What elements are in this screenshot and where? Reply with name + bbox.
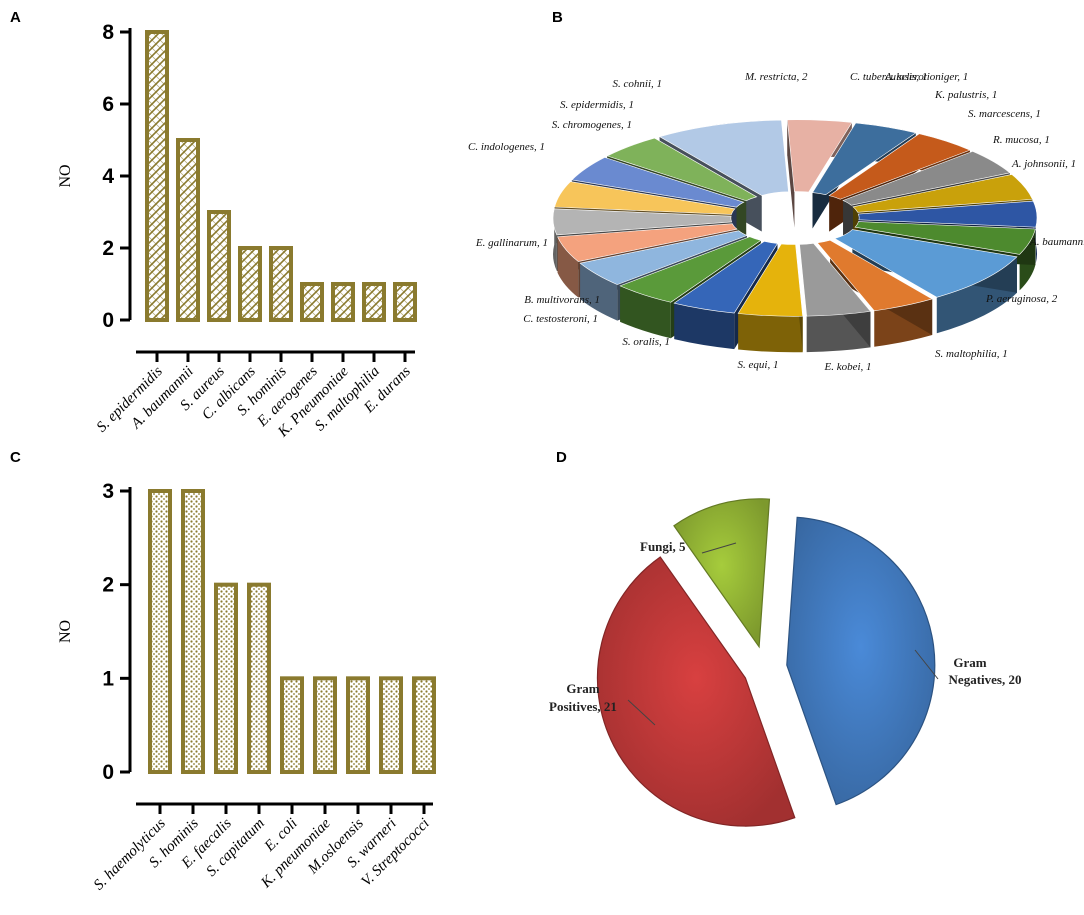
- bar-5: [280, 676, 304, 774]
- pie-slice-15: [557, 223, 738, 262]
- bar-7: [331, 282, 355, 322]
- y-axis-title: NO: [57, 164, 74, 187]
- panel-label-a: A: [10, 9, 21, 26]
- y-tick-label: 2: [102, 237, 114, 260]
- leader-line: [701, 542, 737, 554]
- bar-9: [393, 282, 417, 322]
- y-tick-label: 3: [102, 480, 114, 503]
- y-tick-label: 4: [102, 165, 114, 188]
- pie-chart-d: Fungi, 5 Gram Negatives, 20 Gram Positives, …: [549, 498, 1022, 827]
- pie-slice-7: [854, 221, 1036, 255]
- pie-label-13: C. testosteroni, 1: [523, 313, 598, 325]
- leader-line: [914, 649, 939, 680]
- pie-slice-4: [842, 151, 1011, 206]
- pie-slice-side-13: [620, 285, 671, 339]
- pie-label-16: C. indologenes, 1: [468, 141, 545, 153]
- pie-slice-wall-1: [787, 119, 795, 228]
- panel-label-c: C: [10, 449, 21, 466]
- pie-slice-14: [579, 230, 748, 285]
- bar-2: [176, 138, 200, 322]
- pie-label-8: P. aeruginosa, 2: [985, 293, 1058, 305]
- panel-label-d: D: [556, 449, 567, 466]
- bar-5: [269, 246, 293, 322]
- pie-label-15: E. gallinarum, 1: [475, 237, 548, 249]
- pie-slice-11: [737, 243, 804, 317]
- bar-8: [379, 676, 403, 774]
- bar-8: [362, 282, 386, 322]
- leader-line: [627, 699, 656, 726]
- pie-label-4: S. marcescens, 1: [968, 108, 1041, 120]
- y-tick-label: 8: [102, 21, 114, 44]
- pie-slice-gram-negatives: [786, 516, 936, 806]
- pie-slice-side-12: [674, 303, 735, 350]
- pie-slice-12: [673, 240, 779, 314]
- pie-label-10: E. kobei, 1: [823, 361, 871, 373]
- pie-label-5: R. mucosa, 1: [992, 134, 1050, 146]
- label-gram-negatives-line2: Negatives, 20: [949, 672, 1022, 687]
- bar-4: [247, 582, 271, 775]
- pie-label-14: B. multivorans, 1: [524, 294, 600, 306]
- pie-slice-side-11: [738, 313, 803, 353]
- bar-9: [412, 676, 436, 774]
- bar-3: [207, 210, 231, 322]
- pie-slice-20: [658, 119, 789, 196]
- y-tick-label: 0: [102, 761, 114, 784]
- pie-slice-13: [619, 236, 762, 303]
- pie-slice-1: [786, 119, 853, 193]
- pie-label-3: K. palustris, 1: [934, 89, 997, 101]
- pie-slice-19: [606, 137, 758, 202]
- bar-1: [145, 30, 169, 322]
- y-tick-label: 1: [102, 667, 114, 690]
- pie-label-18: S. epidermidis, 1: [560, 99, 634, 111]
- bar-1: [148, 489, 172, 774]
- pie-slice-8: [833, 229, 1018, 298]
- y-axis-title: NO: [57, 620, 74, 643]
- y-tick-label: 0: [102, 309, 114, 332]
- bar-4: [238, 246, 262, 322]
- bar-3: [214, 582, 238, 775]
- y-tick-label: 6: [102, 93, 114, 116]
- pie-slice-3: [828, 133, 971, 200]
- pie-label-17: S. chromogenes, 1: [552, 119, 632, 131]
- pie-slice-side-14: [580, 263, 618, 321]
- label-gram-positives-line2: Positives, 21: [549, 699, 617, 714]
- pie-slice-gram-positives: [596, 556, 796, 827]
- pie-slice-18: [571, 157, 745, 208]
- bar-7: [346, 676, 370, 774]
- y-tick-label: 2: [102, 574, 114, 597]
- pie-label-7: A. baumannii, 1: [1029, 236, 1084, 248]
- pie-label-20: M. restricta, 2: [744, 71, 808, 83]
- pie-slice-16: [552, 208, 733, 236]
- panel-label-b: B: [552, 9, 563, 26]
- pie-label-6: A. johnsonii, 1: [1011, 158, 1076, 170]
- label-gram-positives-line1: Gram: [566, 681, 599, 696]
- bar-6: [300, 282, 324, 322]
- bar-6: [313, 676, 337, 774]
- pie-label-19: S. cohnii, 1: [613, 78, 663, 90]
- label-fungi: Fungi, 5: [640, 539, 686, 554]
- pie-label-11: S. equi, 1: [738, 359, 779, 371]
- pie-slice-fungi: [673, 498, 771, 649]
- pie-chart-b: C. tuberculosis, 1A. sclerotioniger, 1 K.…: [468, 71, 1084, 373]
- pie-slice-9: [816, 239, 933, 312]
- label-gram-negatives-line1: Gram: [953, 655, 986, 670]
- pie-label-12: S. oralis, 1: [622, 336, 670, 348]
- pie-slice-17: [554, 181, 736, 215]
- pie-slice-2: [811, 122, 917, 196]
- pie-slice-5: [852, 174, 1033, 213]
- pie-slice-side-15: [557, 236, 579, 298]
- bar-2: [181, 489, 205, 774]
- pie-slice-6: [857, 200, 1038, 228]
- pie-label-9: S. maltophilia, 1: [935, 348, 1008, 360]
- pie-slice-10: [799, 243, 872, 317]
- pie-label-1: C. tuberculosis, 1: [850, 71, 927, 83]
- pie-label-2: A. sclerotioniger, 1: [884, 71, 968, 83]
